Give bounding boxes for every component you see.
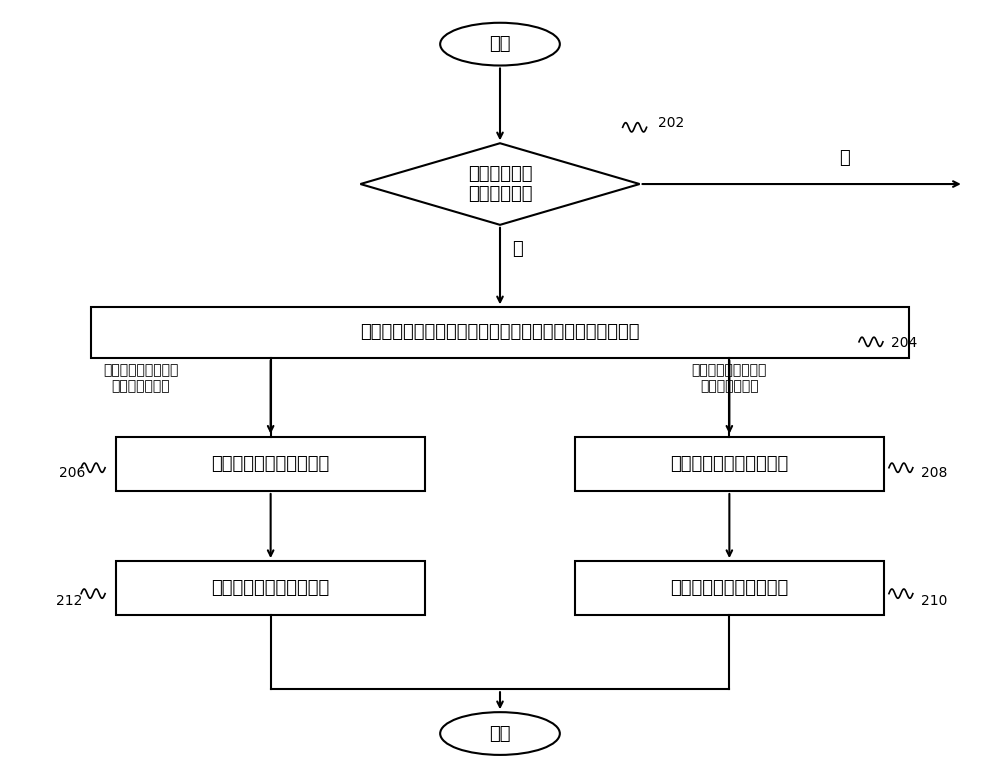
Text: 确定相对运动趋势为远离: 确定相对运动趋势为远离: [212, 455, 330, 473]
Text: 开启终端的指纹识别功能: 开启终端的指纹识别功能: [212, 580, 330, 597]
Text: 210: 210: [921, 594, 947, 608]
Text: 212: 212: [56, 594, 83, 608]
Text: 开始: 开始: [489, 35, 511, 53]
Text: 202: 202: [658, 116, 684, 130]
Text: 是: 是: [512, 239, 523, 257]
Text: 当本次检测距离大于
前次检测距离时: 当本次检测距离大于 前次检测距离时: [103, 363, 179, 393]
Text: 关闭终端的指纹识别功能: 关闭终端的指纹识别功能: [670, 580, 788, 597]
Text: 判断终端是否
处于锁屏状态: 判断终端是否 处于锁屏状态: [468, 165, 532, 204]
Text: 206: 206: [59, 466, 86, 480]
Text: 确定相对运动趋势为靠近: 确定相对运动趋势为靠近: [670, 455, 788, 473]
Text: 结束: 结束: [489, 725, 511, 743]
Text: 204: 204: [891, 336, 917, 350]
Text: 208: 208: [921, 466, 947, 480]
Text: 当本次检测距离小于
前次检测距离时: 当本次检测距离小于 前次检测距离时: [692, 363, 767, 393]
Text: 每隔预定时间间隔通过距离传感器检测终端与障碍物的距离: 每隔预定时间间隔通过距离传感器检测终端与障碍物的距离: [360, 324, 640, 342]
Text: 否: 否: [839, 149, 849, 167]
